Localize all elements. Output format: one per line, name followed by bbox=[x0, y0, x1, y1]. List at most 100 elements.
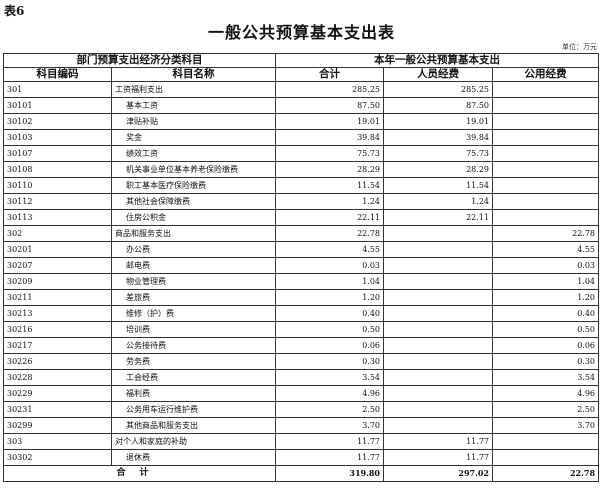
cell-code: 30108 bbox=[3, 161, 112, 178]
cell-personnel: 11.54 bbox=[383, 177, 493, 194]
table-row: 30107 绩效工资 75.73 75.73 bbox=[3, 145, 600, 162]
cell-public bbox=[491, 449, 600, 466]
total-row: 合计 319.80 297.02 22.78 bbox=[3, 465, 600, 482]
cell-personnel bbox=[383, 337, 493, 354]
cell-total: 0.50 bbox=[275, 321, 384, 338]
cell-name: 其他社会保障缴费 bbox=[111, 193, 276, 210]
cell-name: 其他商品和服务支出 bbox=[111, 417, 276, 434]
table-row: 30102 津贴补贴 19.01 19.01 bbox=[3, 113, 600, 130]
table-row: 30213 维修（护）费 0.40 0.40 bbox=[3, 305, 600, 322]
cell-public: 3.70 bbox=[491, 417, 600, 434]
cell-total: 22.78 bbox=[275, 225, 384, 242]
cell-name: 商品和服务支出 bbox=[111, 225, 276, 242]
cell-total: 1.04 bbox=[275, 273, 384, 290]
page-title: 一般公共预算基本支出表 bbox=[207, 23, 395, 42]
total-public: 22.78 bbox=[491, 465, 600, 482]
cell-total: 3.70 bbox=[275, 417, 384, 434]
cell-code: 30226 bbox=[3, 353, 112, 370]
cell-name: 工资福利支出 bbox=[111, 81, 276, 98]
cell-total: 75.73 bbox=[275, 145, 384, 162]
header-column-row: 科目编码 科目名称 合计 人员经费 公用经费 bbox=[3, 67, 600, 82]
cell-total: 4.96 bbox=[275, 385, 384, 402]
cell-name: 工会经费 bbox=[111, 369, 276, 386]
cell-total: 28.29 bbox=[275, 161, 384, 178]
cell-public: 22.78 bbox=[491, 225, 600, 242]
table-row: 30228 工会经费 3.54 3.54 bbox=[3, 369, 600, 386]
cell-name: 退休费 bbox=[111, 449, 276, 466]
cell-personnel: 19.01 bbox=[383, 113, 493, 130]
cell-code: 30107 bbox=[3, 145, 112, 162]
cell-personnel bbox=[383, 289, 493, 306]
table-row: 30209 物业管理费 1.04 1.04 bbox=[3, 273, 600, 290]
header-group-row: 部门预算支出经济分类科目 本年一般公共预算基本支出 bbox=[3, 53, 600, 68]
cell-personnel: 285.25 bbox=[383, 81, 493, 98]
cell-code: 30112 bbox=[3, 193, 112, 210]
cell-total: 1.24 bbox=[275, 193, 384, 210]
cell-personnel: 22.11 bbox=[383, 209, 493, 226]
cell-code: 30101 bbox=[3, 97, 112, 114]
cell-public bbox=[491, 209, 600, 226]
table-row: 30112 其他社会保障缴费 1.24 1.24 bbox=[3, 193, 600, 210]
cell-name: 绩效工资 bbox=[111, 145, 276, 162]
cell-public: 4.96 bbox=[491, 385, 600, 402]
cell-name: 住房公积金 bbox=[111, 209, 276, 226]
cell-total: 0.40 bbox=[275, 305, 384, 322]
cell-public bbox=[491, 97, 600, 114]
cell-name: 津贴补贴 bbox=[111, 113, 276, 130]
cell-code: 30217 bbox=[3, 337, 112, 354]
cell-code: 303 bbox=[3, 433, 112, 450]
table-row: 30226 劳务费 0.30 0.30 bbox=[3, 353, 600, 370]
table-row: 30216 培训费 0.50 0.50 bbox=[3, 321, 600, 338]
table-row: 303 对个人和家庭的补助 11.77 11.77 bbox=[3, 433, 600, 450]
cell-personnel bbox=[383, 225, 493, 242]
cell-code: 30229 bbox=[3, 385, 112, 402]
cell-code: 30209 bbox=[3, 273, 112, 290]
total-label: 合计 bbox=[3, 465, 276, 482]
cell-personnel: 11.77 bbox=[383, 433, 493, 450]
cell-name: 差旅费 bbox=[111, 289, 276, 306]
table-row: 30103 奖金 39.84 39.84 bbox=[3, 129, 600, 146]
cell-public: 0.06 bbox=[491, 337, 600, 354]
cell-total: 0.06 bbox=[275, 337, 384, 354]
cell-public: 0.03 bbox=[491, 257, 600, 274]
cell-public: 1.20 bbox=[491, 289, 600, 306]
table-row: 30113 住房公积金 22.11 22.11 bbox=[3, 209, 600, 226]
total-personnel: 297.02 bbox=[383, 465, 493, 482]
cell-code: 30211 bbox=[3, 289, 112, 306]
header-group-expenditure: 本年一般公共预算基本支出 bbox=[274, 53, 600, 68]
cell-code: 30110 bbox=[3, 177, 112, 194]
cell-total: 87.50 bbox=[275, 97, 384, 114]
cell-public: 2.50 bbox=[491, 401, 600, 418]
cell-public bbox=[491, 145, 600, 162]
cell-code: 301 bbox=[3, 81, 112, 98]
table-row: 30207 邮电费 0.03 0.03 bbox=[3, 257, 600, 274]
cell-name: 公务用车运行维护费 bbox=[111, 401, 276, 418]
cell-public: 4.55 bbox=[491, 241, 600, 258]
cell-public bbox=[491, 161, 600, 178]
cell-public: 3.54 bbox=[491, 369, 600, 386]
column-header-personnel: 人员经费 bbox=[383, 67, 493, 82]
cell-personnel bbox=[383, 257, 493, 274]
cell-personnel: 28.29 bbox=[383, 161, 493, 178]
cell-name: 福利费 bbox=[111, 385, 276, 402]
cell-public bbox=[491, 433, 600, 450]
cell-personnel: 39.84 bbox=[383, 129, 493, 146]
cell-total: 22.11 bbox=[275, 209, 384, 226]
table-row: 30101 基本工资 87.50 87.50 bbox=[3, 97, 600, 114]
cell-code: 30231 bbox=[3, 401, 112, 418]
cell-personnel bbox=[383, 401, 493, 418]
cell-total: 19.01 bbox=[275, 113, 384, 130]
cell-public bbox=[491, 177, 600, 194]
cell-total: 39.84 bbox=[275, 129, 384, 146]
cell-public: 0.40 bbox=[491, 305, 600, 322]
cell-name: 对个人和家庭的补助 bbox=[111, 433, 276, 450]
cell-name: 公务接待费 bbox=[111, 337, 276, 354]
cell-name: 职工基本医疗保险缴费 bbox=[111, 177, 276, 194]
column-header-public: 公用经费 bbox=[491, 67, 600, 82]
cell-public: 1.04 bbox=[491, 273, 600, 290]
cell-personnel: 87.50 bbox=[383, 97, 493, 114]
table-row: 30299 其他商品和服务支出 3.70 3.70 bbox=[3, 417, 600, 434]
cell-total: 3.54 bbox=[275, 369, 384, 386]
cell-personnel: 11.77 bbox=[383, 449, 493, 466]
cell-total: 1.20 bbox=[275, 289, 384, 306]
